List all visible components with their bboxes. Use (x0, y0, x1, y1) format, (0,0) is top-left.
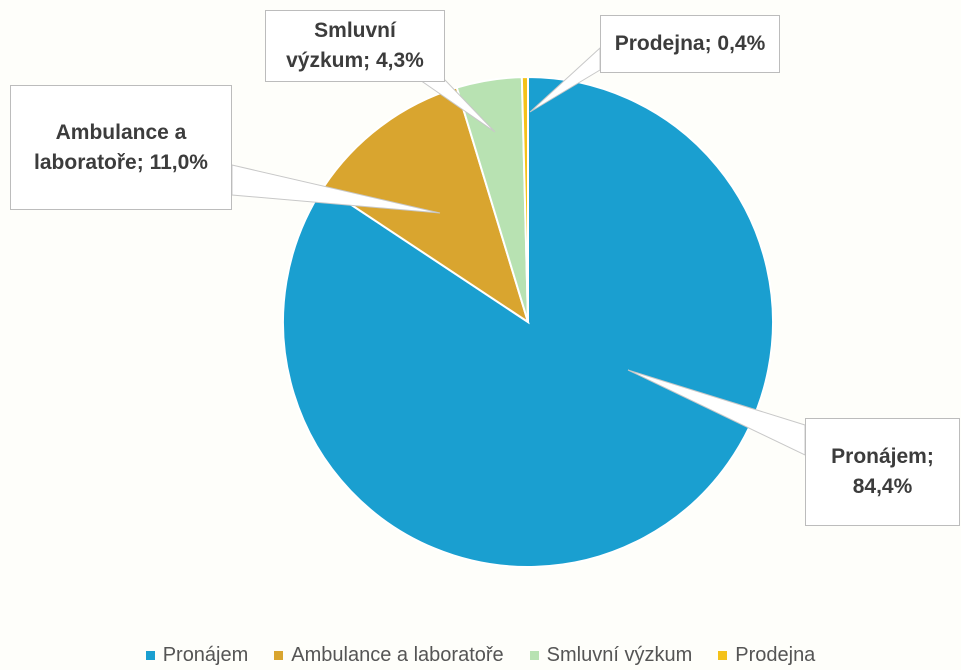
data-label: Pronájem; 84,4% (805, 418, 960, 526)
data-label: Prodejna; 0,4% (600, 15, 780, 73)
legend-item: Prodejna (718, 644, 815, 667)
legend-swatch (529, 651, 539, 660)
legend-item: Pronájem (145, 644, 249, 667)
data-label: Smluvní výzkum; 4,3% (265, 10, 445, 82)
legend-item: Ambulance a laboratoře (274, 644, 504, 667)
legend-swatch (718, 651, 728, 660)
legend: Pronájem Ambulance a laboratoře Smluvní vý… (0, 644, 961, 667)
legend-swatch (145, 651, 155, 660)
legend-swatch (274, 651, 284, 660)
legend-label: Smluvní výzkum (546, 644, 693, 666)
pie-slice (282, 75, 774, 568)
legend-label: Pronájem (162, 644, 249, 666)
pie-slice (520, 75, 529, 323)
legend-item: Smluvní výzkum (529, 644, 693, 667)
legend-label: Ambulance a laboratoře (291, 644, 504, 666)
leaders (231, 46, 806, 456)
data-label: Ambulance a laboratoře; 11,0% (10, 85, 232, 210)
pie (282, 75, 774, 568)
legend-label: Prodejna (735, 644, 816, 666)
leader (231, 164, 441, 214)
